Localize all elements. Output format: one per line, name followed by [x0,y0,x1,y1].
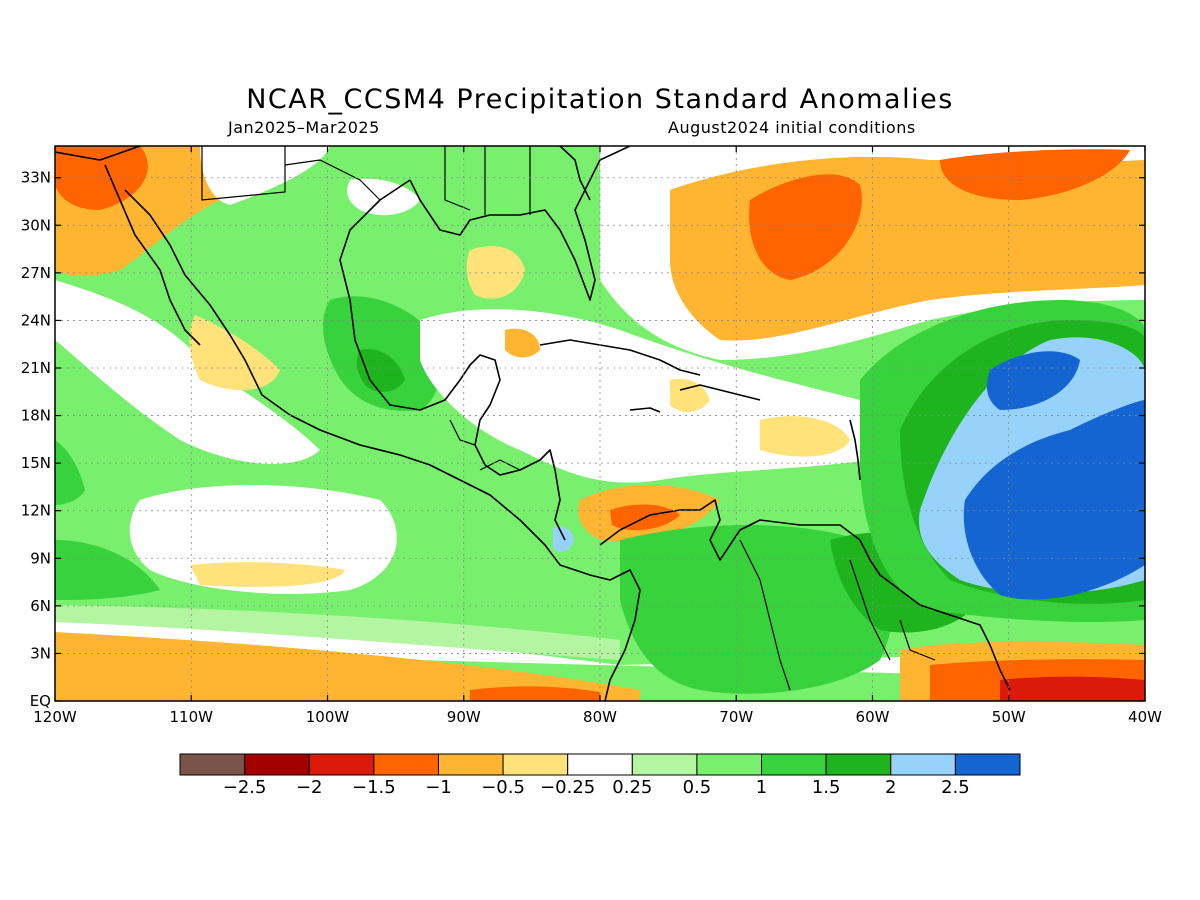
colorbar-label: −0.5 [481,777,525,798]
coast-cuba [539,339,701,376]
lon-tick-label: 60W [856,708,890,726]
colorbar-label: −1 [425,777,452,798]
lat-tick-label: 6N [30,597,51,615]
colorbar-label: −2.5 [223,777,267,798]
field-very-dry-northeast-atlantic [940,149,1130,200]
field-dry-galapagos [470,686,600,701]
coastlines [55,146,1011,701]
field-dry-pacific-south [190,562,345,587]
field-max-wet-atlantic-north [987,351,1080,410]
field-dry-gulf-east [466,246,525,299]
colorbar-swatch [761,753,827,776]
coast-gulf-florida [409,146,631,301]
coast-south-america-north [599,499,1011,691]
colorbar-swatch [308,753,375,776]
lat-tick-label: 15N [21,454,51,472]
colorbar-swatch [244,753,310,776]
field-extreme-dry-brazil-north [1000,676,1145,701]
lat-tick-label: 21N [21,359,51,377]
colorbar-swatch [437,753,504,776]
colorbar-swatch [696,753,763,776]
field-dry-equatorial-pacific [55,632,640,701]
field-light-wet-strip [55,605,620,660]
colorbar-label: 2.5 [941,777,970,798]
border-arizona-newmexico [201,146,286,201]
colorbar-label: 0.25 [612,777,652,798]
colorbar-label: 1.5 [812,777,841,798]
colorbar-label: −1.5 [352,777,396,798]
field-dry-yucatan-channel [505,328,540,358]
field-dry-eastern-caribbean [760,416,850,457]
lon-tick-label: 80W [583,708,617,726]
colorbar-swatch [567,753,633,776]
colorbar-swatch [373,753,439,776]
lat-tick-label: 3N [30,644,51,662]
initial-conditions: August2024 initial conditions [668,118,916,137]
colorbar: −2.5 −2 −1.5 −1 −0.5 −0.25 0.25 0.5 1 1.5 2 2.5 [179,753,1021,798]
lat-tick-label: 30N [21,216,51,234]
field-dry-mexico-pacific [189,315,280,391]
colorbar-label: −2 [296,777,323,798]
field-wet-far-west [55,440,85,505]
field-near-normal-new-mexico [200,146,330,205]
lon-tick-label: 100W [306,708,350,726]
field-wet-venezuela [620,525,894,694]
lon-tick-label: 40W [1128,708,1162,726]
lat-tick-label: EQ [30,692,51,710]
field-extreme-wet-nicaragua [553,526,574,552]
lat-tick-label: 18N [21,407,51,425]
colorbar-label: 0.5 [683,777,712,798]
coast-pacific [124,189,641,701]
colorbar-label: −0.25 [540,777,595,798]
map-title: NCAR_CCSM4 Precipitation Standard Anomal… [246,84,954,115]
valid-period: Jan2025–Mar2025 [228,118,380,137]
border-guatemala [449,419,476,446]
anomaly-field [55,146,1145,701]
lat-tick-label: 27N [21,264,51,282]
lon-tick-label: 110W [170,708,214,726]
colorbar-swatch [954,753,1021,776]
coast-baja-north [55,146,141,161]
colorbar-label: 2 [885,777,896,798]
border-guyana [849,559,891,661]
border-suriname [899,619,936,661]
coast-mexico-gulf [339,179,566,541]
field-near-normal-baja [55,280,320,464]
colorbar-swatch [825,753,892,776]
map-axes: 120W 110W 100W 90W 80W 70W 60W 50W 40W EQ 3N 6N 9N 12… [21,146,1162,726]
lon-tick-label: 50W [992,708,1026,726]
coast-lesser-antilles [849,419,861,481]
lat-tick-label: 12N [21,502,51,520]
border-us-mexico [284,159,381,201]
coast-hispaniola [679,384,761,401]
coast-jamaica [629,407,661,413]
field-very-dry-north-atlantic [749,174,862,280]
colorbar-swatch [502,753,569,776]
lon-tick-label: 120W [33,708,77,726]
border-honduras [479,459,521,471]
border-louisiana [444,146,471,211]
political-borders [201,146,936,691]
coast-georgia [559,146,591,201]
lat-tick-label: 9N [30,549,51,567]
lat-tick-label: 33N [21,169,51,187]
colorbar-swatch [179,753,246,776]
field-wet-pacific-9n [55,540,160,600]
colorbar-label: 1 [756,777,767,798]
border-venezuela-colombia [739,539,791,691]
lat-tick-label: 24N [21,311,51,329]
field-very-wet-gulf [356,349,405,392]
field-dry-hispaniola [670,378,710,412]
coast-baja [104,164,201,346]
colorbar-swatch [631,753,698,776]
field-very-dry-sonora [55,146,148,210]
lon-tick-label: 70W [719,708,753,726]
colorbar-swatch [890,753,956,776]
lon-tick-label: 90W [447,708,481,726]
gridlines [55,146,1145,701]
